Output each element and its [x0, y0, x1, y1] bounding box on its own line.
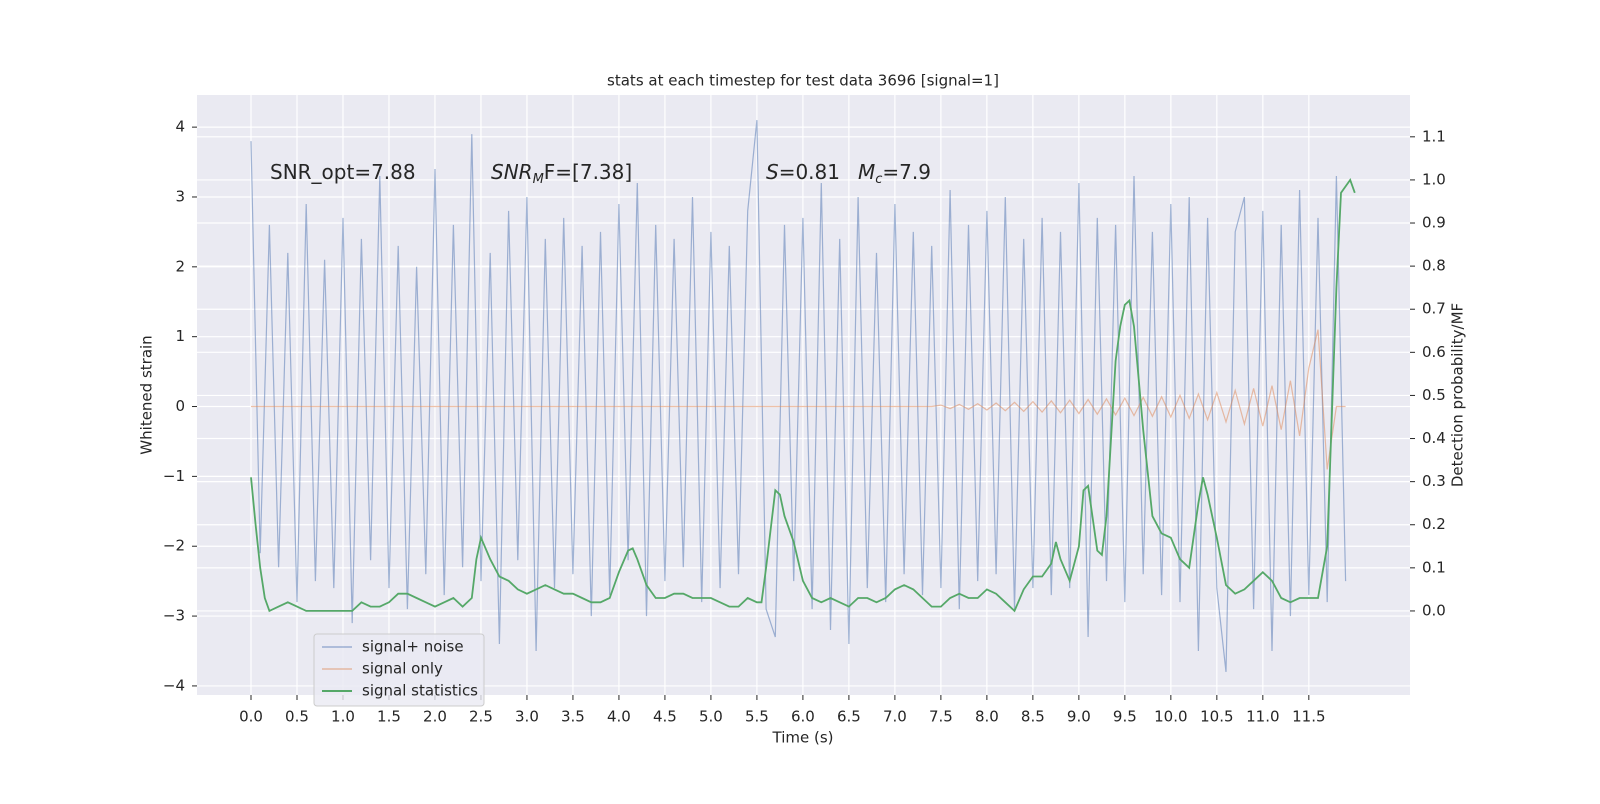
x-tick-label: 10.0: [1154, 708, 1187, 726]
x-tick-label: 1.0: [331, 708, 355, 726]
chart-title: stats at each timestep for test data 369…: [607, 72, 999, 90]
y-tick-label: 4: [175, 118, 185, 136]
y2-tick-label: 0.4: [1422, 429, 1446, 447]
annotation: Mc=7.9: [858, 160, 931, 187]
y2-tick-label: 1.0: [1422, 170, 1446, 188]
annotation: SNR_opt=7.88: [270, 160, 416, 184]
y-tick-label: −4: [163, 676, 185, 694]
annotation-part: =7.9: [882, 160, 931, 184]
annotation-part: SNR: [491, 160, 533, 184]
y-tick-label: −3: [163, 607, 185, 625]
y-tick-label: −1: [163, 467, 185, 485]
y2-tick-label: 0.1: [1422, 558, 1446, 576]
x-tick-label: 0.0: [239, 708, 263, 726]
y-tick-label: −2: [163, 537, 185, 555]
x-tick-label: 0.5: [285, 708, 309, 726]
x-tick-label: 7.5: [929, 708, 953, 726]
series-line: [251, 329, 1346, 470]
series-line: [250, 177, 1356, 613]
x-tick-label: 8.5: [1021, 708, 1045, 726]
y-tick-label: 3: [175, 187, 185, 205]
series-line: [250, 120, 1347, 672]
y2-tick-label: 0.5: [1422, 386, 1446, 404]
y2-tick-label: 0.9: [1422, 214, 1446, 232]
legend-label: signal+ noise: [362, 638, 464, 656]
x-tick-label: 6.0: [791, 708, 815, 726]
legend-label: signal only: [362, 660, 443, 678]
annotation-part: F=[7.38]: [544, 160, 632, 184]
y-tick-label: 0: [175, 397, 185, 415]
annotation-part: =0.81: [779, 160, 840, 184]
y-tick-label: 2: [175, 257, 185, 275]
x-tick-label: 9.0: [1067, 708, 1091, 726]
x-tick-label: 1.5: [377, 708, 401, 726]
annotation: SNRMF=[7.38]: [491, 160, 632, 187]
y2-tick-label: 0.8: [1422, 257, 1446, 275]
x-tick-label: 10.5: [1200, 708, 1233, 726]
x-tick-label: 4.0: [607, 708, 631, 726]
x-tick-label: 5.0: [699, 708, 723, 726]
y2-axis-label: Detection probability/MF: [1449, 303, 1467, 487]
y2-tick-label: 0.7: [1422, 300, 1446, 318]
x-tick-label: 11.5: [1292, 708, 1325, 726]
y2-tick-label: 0.2: [1422, 515, 1446, 533]
y2-tick-label: 1.1: [1422, 127, 1446, 145]
legend-box: [313, 633, 485, 707]
annotation-part: M: [858, 160, 875, 184]
y-tick-label: 1: [175, 327, 185, 345]
y2-tick-label: 0.0: [1422, 601, 1446, 619]
x-axis-label: Time (s): [772, 729, 834, 747]
legend-label: signal statistics: [362, 682, 478, 700]
x-tick-label: 5.5: [745, 708, 769, 726]
x-tick-label: 3.5: [561, 708, 585, 726]
x-tick-label: 2.5: [469, 708, 493, 726]
annotation: S=0.81: [766, 160, 840, 184]
x-tick-label: 3.0: [515, 708, 539, 726]
y2-tick-label: 0.3: [1422, 472, 1446, 490]
x-tick-label: 6.5: [837, 708, 861, 726]
x-tick-label: 11.0: [1246, 708, 1279, 726]
y-axis-label: Whitened strain: [138, 335, 156, 454]
y2-tick-label: 0.6: [1422, 343, 1446, 361]
x-tick-label: 8.0: [975, 708, 999, 726]
annotation-part: SNR_opt=7.88: [270, 160, 416, 184]
x-tick-label: 7.0: [883, 708, 907, 726]
annotation-part: c: [875, 172, 882, 187]
annotation-part: M: [533, 172, 544, 187]
x-tick-label: 9.5: [1113, 708, 1137, 726]
annotation-part: S: [766, 160, 779, 184]
x-tick-label: 2.0: [423, 708, 447, 726]
x-tick-label: 4.5: [653, 708, 677, 726]
